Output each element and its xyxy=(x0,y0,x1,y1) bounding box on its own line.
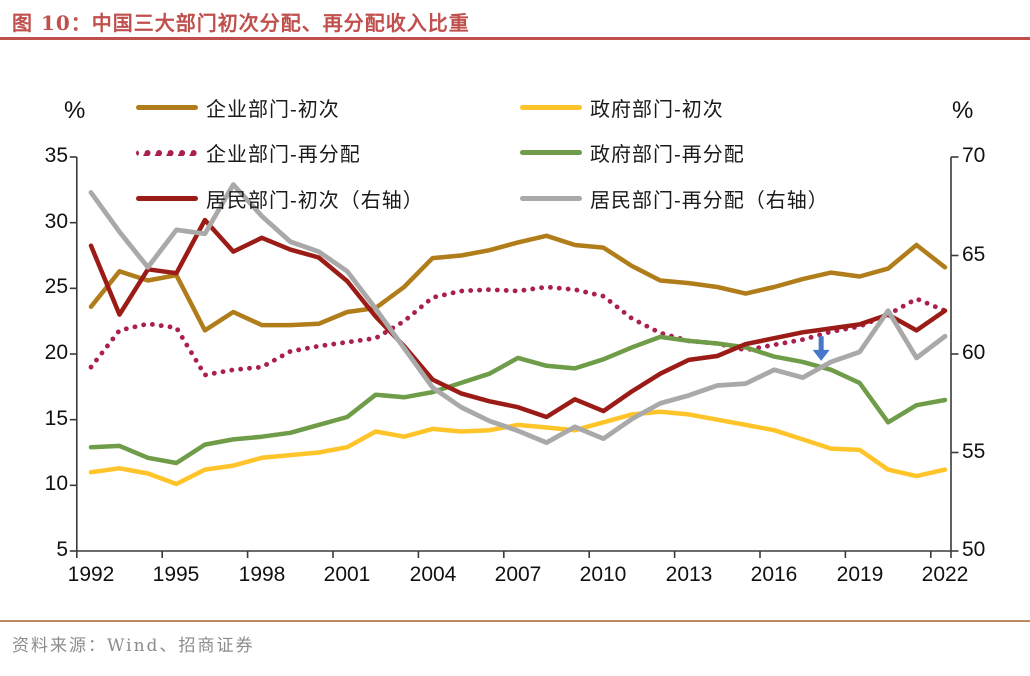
series-line-household-primary xyxy=(88,217,948,420)
right-axis-tick: 65 xyxy=(962,243,986,266)
right-axis-unit: % xyxy=(952,97,974,124)
legend-swatch-government-primary xyxy=(520,105,582,110)
legend-item-household-redistribution: 居民部门-再分配（右轴） xyxy=(520,184,829,213)
left-axis-tick: 10 xyxy=(44,472,68,495)
x-axis-tick: 1998 xyxy=(238,563,286,586)
legend-item-household-primary: 居民部门-初次（右轴） xyxy=(136,184,424,213)
series-lines xyxy=(88,182,948,487)
x-axis-tick: 2007 xyxy=(494,563,542,586)
annotation-arrow-icon xyxy=(812,336,830,361)
x-axis-tick: 1995 xyxy=(152,563,200,586)
legend-label: 政府部门-再分配 xyxy=(590,142,745,166)
legend-item-enterprise-primary: 企业部门-初次 xyxy=(136,93,340,122)
series-line-household-redistribution xyxy=(88,182,948,446)
legend-swatch-government-redistribution xyxy=(520,150,582,155)
x-axis-tick: 2001 xyxy=(323,563,371,586)
legend-item-government-primary: 政府部门-初次 xyxy=(520,93,724,122)
legend-label: 企业部门-初次 xyxy=(206,97,340,121)
x-axis-tick: 2013 xyxy=(665,563,713,586)
series-line-enterprise-redistribution xyxy=(88,284,948,378)
figure-title: 图 10：中国三大部门初次分配、再分配收入比重 xyxy=(12,11,470,35)
left-axis-tick: 35 xyxy=(44,144,68,167)
series-line-enterprise-primary xyxy=(88,233,948,333)
left-axis-tick: 5 xyxy=(56,538,68,561)
axes xyxy=(69,156,959,558)
series-line-government-redistribution xyxy=(88,334,948,466)
legend-item-enterprise-redistribution: 企业部门-再分配 xyxy=(136,138,361,167)
legend-swatch-enterprise-primary xyxy=(136,105,198,110)
x-axis-tick: 2019 xyxy=(836,563,884,586)
x-axis-tick: 2022 xyxy=(921,563,969,586)
legend-label: 居民部门-再分配（右轴） xyxy=(590,188,829,212)
x-axis-tick: 2010 xyxy=(579,563,627,586)
legend-item-government-redistribution: 政府部门-再分配 xyxy=(520,138,745,167)
left-axis-tick: 20 xyxy=(44,341,68,364)
legend-swatch-enterprise-redistribution xyxy=(136,149,198,156)
legend-label: 企业部门-再分配 xyxy=(206,142,361,166)
footer-rule xyxy=(0,620,1030,622)
legend-swatch-household-primary xyxy=(136,196,198,201)
x-axis-tick: 1992 xyxy=(67,563,115,586)
right-axis-tick: 55 xyxy=(962,440,986,463)
right-axis-tick: 70 xyxy=(962,144,986,167)
title-underline xyxy=(0,37,1030,40)
series-line-government-primary xyxy=(88,409,948,487)
left-axis-tick: 30 xyxy=(44,210,68,233)
left-axis-tick: 15 xyxy=(44,407,68,430)
right-axis-tick: 60 xyxy=(962,341,986,364)
legend-label: 居民部门-初次（右轴） xyxy=(206,188,424,212)
x-axis-tick: 2004 xyxy=(409,563,457,586)
source-note: 资料来源：Wind、招商证券 xyxy=(12,636,255,656)
left-axis-tick: 25 xyxy=(44,275,68,298)
left-axis-unit: % xyxy=(64,97,86,124)
legend-label: 政府部门-初次 xyxy=(590,97,724,121)
x-axis-tick: 2016 xyxy=(750,563,798,586)
legend-swatch-household-redistribution xyxy=(520,196,582,201)
right-axis-tick: 50 xyxy=(962,538,986,561)
